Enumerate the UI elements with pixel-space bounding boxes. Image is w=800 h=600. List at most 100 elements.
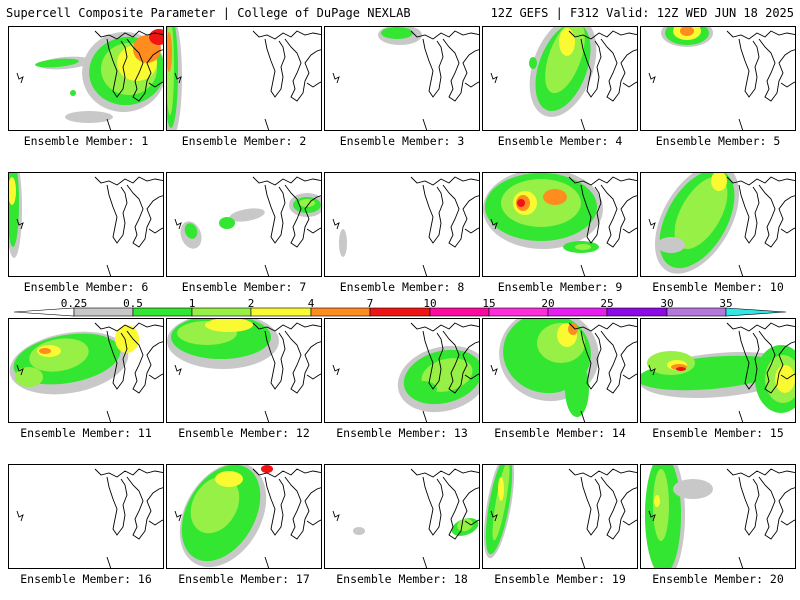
ensemble-map-14 [482, 318, 638, 423]
coastline-outline [490, 30, 637, 130]
scp-contour-area [421, 358, 473, 392]
ensemble-member-label: Ensemble Member: 14 [494, 426, 626, 440]
ensemble-map-12 [166, 318, 322, 423]
scp-field-map [645, 465, 795, 568]
ensemble-map-4 [482, 26, 638, 131]
coastline-outline [16, 176, 163, 276]
scp-field-map [648, 27, 795, 130]
legend-tick-label: 2 [247, 297, 255, 310]
ensemble-map-11 [8, 318, 164, 423]
ensemble-member-label: Ensemble Member: 13 [336, 426, 468, 440]
scp-contour-area [149, 29, 163, 45]
ensemble-member-label: Ensemble Member: 7 [181, 280, 307, 294]
scp-contour-area [261, 465, 273, 473]
map-title: Supercell Composite Parameter | College … [6, 6, 411, 20]
legend-color-swatch [191, 307, 252, 317]
legend-tick-label: 1 [188, 297, 196, 310]
scp-contour-area [568, 323, 578, 335]
coastline-outline [16, 30, 163, 130]
scp-field-map [483, 173, 637, 276]
coastline-outline [332, 322, 479, 422]
ensemble-member-label: Ensemble Member: 3 [339, 134, 465, 148]
color-scale-legend [13, 307, 787, 317]
scp-contour-area [39, 348, 51, 354]
legend-color-swatch [547, 307, 608, 317]
scp-contour-area [115, 325, 139, 353]
scp-field-map [332, 468, 479, 568]
ensemble-member-label: Ensemble Member: 12 [178, 426, 310, 440]
scp-contour-area [657, 237, 685, 253]
legend-tick-label: 7 [366, 297, 374, 310]
legend-color-swatch [606, 307, 668, 317]
legend-color-swatch [369, 307, 431, 317]
ensemble-member-label: Ensemble Member: 5 [655, 134, 781, 148]
ensemble-member-label: Ensemble Member: 4 [497, 134, 623, 148]
ensemble-member-label: Ensemble Member: 2 [181, 134, 307, 148]
scp-field-map [641, 322, 795, 422]
scp-field-map [490, 27, 637, 130]
scp-contour-area [184, 223, 198, 239]
coastline-outline [648, 322, 795, 422]
coastline-outline [648, 468, 795, 568]
ensemble-member-label: Ensemble Member: 19 [494, 572, 626, 586]
legend-tick-label: 0.5 [123, 297, 143, 310]
ensemble-member-label: Ensemble Member: 11 [20, 426, 152, 440]
scp-contour-area [9, 177, 16, 205]
scp-contour-area [529, 57, 537, 69]
ensemble-member-label: Ensemble Member: 16 [20, 572, 152, 586]
scp-field-map [174, 176, 321, 276]
legend-tick-label: 15 [482, 297, 496, 310]
scp-contour-area [680, 27, 694, 36]
scp-contour-area [653, 469, 669, 541]
scp-contour-area [70, 90, 76, 96]
scp-field-map [167, 27, 321, 130]
ensemble-member-label: Ensemble Member: 1 [23, 134, 149, 148]
scp-field-map [483, 465, 637, 568]
legend-upper-arrow [725, 307, 787, 317]
scp-field-map [9, 173, 163, 276]
coastline-outline [174, 30, 321, 130]
scp-contour-area [498, 477, 504, 501]
scp-field-map [648, 173, 795, 276]
scp-contour-area [35, 58, 79, 68]
legend-color-swatch [429, 307, 490, 317]
ensemble-map-5 [640, 26, 796, 131]
scp-field-map [490, 319, 637, 422]
scp-contour-area [190, 476, 240, 534]
legend-tick-label: 0.25 [60, 297, 88, 310]
ensemble-map-17 [166, 464, 322, 569]
coastline-outline [648, 176, 795, 276]
scp-field-map [332, 27, 479, 130]
coastline-outline [490, 176, 637, 276]
coastline-outline [332, 176, 479, 276]
coastline-outline [332, 30, 479, 130]
scp-contour-area [559, 28, 575, 56]
ensemble-map-20 [640, 464, 796, 569]
ensemble-member-label: Ensemble Member: 17 [178, 572, 310, 586]
legend-color-swatch [488, 307, 549, 317]
ensemble-map-8 [324, 172, 480, 277]
scp-field-map [9, 322, 163, 422]
ensemble-member-label: Ensemble Member: 10 [652, 280, 784, 294]
ensemble-member-label: Ensemble Member: 20 [652, 572, 784, 586]
scp-field-map [174, 465, 321, 568]
scp-contour-area [65, 111, 113, 123]
ensemble-map-9 [482, 172, 638, 277]
ensemble-member-label: Ensemble Member: 9 [497, 280, 623, 294]
legend-tick-label: 30 [660, 297, 674, 310]
ensemble-map-15 [640, 318, 796, 423]
legend-tick-label: 10 [423, 297, 437, 310]
ensemble-map-13 [324, 318, 480, 423]
ensemble-member-label: Ensemble Member: 15 [652, 426, 784, 440]
scp-field-map [16, 29, 163, 130]
scp-field-map [332, 176, 479, 276]
coastline-outline [490, 322, 637, 422]
coastline-outline [16, 468, 163, 568]
scp-contour-area [654, 495, 660, 507]
legend-color-swatch [250, 307, 312, 317]
run-valid-time: 12Z GEFS | F312 Valid: 12Z WED JUN 18 20… [490, 6, 794, 20]
scp-contour-area [711, 173, 727, 191]
coastline-outline [16, 322, 163, 422]
legend-tick-label: 20 [541, 297, 555, 310]
legend-tick-label: 4 [307, 297, 315, 310]
